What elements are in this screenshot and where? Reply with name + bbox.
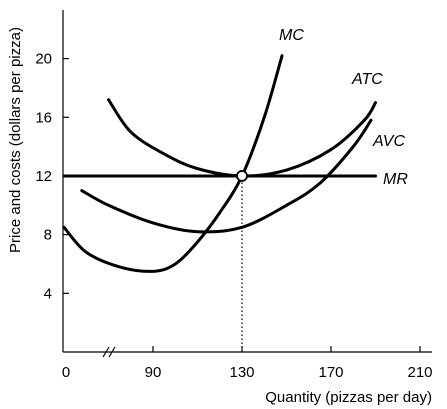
- curve-labels: MC ATC AVC MR: [279, 27, 408, 188]
- x-axis-title: Quantity (pizzas per day): [265, 389, 432, 406]
- series-line-avc: [80, 118, 373, 234]
- x-tick-label: 90: [145, 364, 162, 381]
- curves: [62, 54, 377, 273]
- ticks: 0 90 130 170 210 4 8 12 16 20: [35, 51, 432, 381]
- y-tick-label: 16: [35, 109, 52, 126]
- y-tick-label: 12: [35, 168, 52, 185]
- x-axis-break: [102, 346, 116, 358]
- series-label-mr: MR: [383, 171, 408, 188]
- y-axis-title: Price and costs (dollars per pizza): [7, 27, 24, 253]
- y-tick-label: 20: [35, 51, 52, 68]
- y-tick-label: 4: [44, 285, 52, 302]
- equilibrium-point: [236, 170, 248, 182]
- x-tick-label: 170: [318, 364, 343, 381]
- x-tick-label: 210: [407, 364, 432, 381]
- series-line-atc: [107, 98, 377, 178]
- axes: [62, 10, 432, 358]
- y-tick-label: 8: [44, 227, 52, 244]
- x-tick-label: 130: [229, 364, 254, 381]
- series-label-mc: MC: [279, 27, 304, 44]
- series-line-mc: [62, 54, 284, 273]
- x-tick-label: 0: [62, 364, 70, 381]
- series-label-atc: ATC: [351, 71, 383, 88]
- series-label-avc: AVC: [372, 133, 405, 150]
